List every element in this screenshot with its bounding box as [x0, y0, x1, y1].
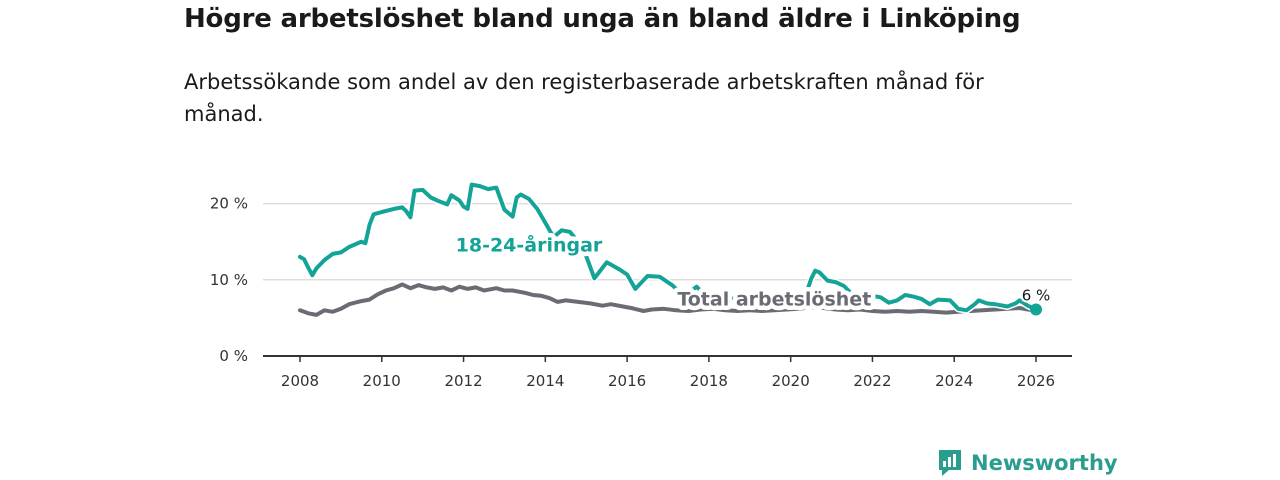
chart-subtitle: Arbetssökande som andel av den registerb…: [184, 70, 984, 126]
x-tick-label: 2026: [1017, 372, 1055, 390]
series-line-youth: [298, 182, 1038, 313]
x-tick-label: 2016: [608, 372, 646, 390]
bar-chart-speech-icon: [939, 450, 961, 476]
series-end-point: [1030, 303, 1042, 316]
series-label-youth: 18-24-åringar: [456, 233, 603, 257]
axis-layer: 0 % 10 % 20 % 2008 2010 2012 2014 2016 2018 2020 2…: [210, 195, 1072, 390]
label-layer: 6 % 18-24-åringar Total arbetslöshet: [451, 228, 1052, 315]
y-tick-label: 20 %: [210, 195, 248, 213]
x-tick-label: 2018: [690, 372, 728, 390]
brand-logo[interactable]: Newsworthy: [937, 448, 1118, 478]
x-tick-label: 2014: [526, 372, 564, 390]
x-tick-label: 2012: [444, 372, 482, 390]
brand-name: Newsworthy: [971, 451, 1118, 475]
y-tick-label: 10 %: [210, 271, 248, 289]
grid-layer: [263, 202, 1072, 281]
end-value-label: 6 %: [1022, 287, 1051, 305]
series-label-total: Total arbetslöshet: [677, 289, 871, 311]
chart-title: Högre arbetslöshet bland unga än bland ä…: [184, 4, 1021, 34]
series-layer: [298, 181, 1042, 317]
x-tick-label: 2008: [281, 372, 319, 390]
series-line-total: [298, 282, 1038, 317]
x-tick-label: 2020: [772, 372, 810, 390]
x-tick-label: 2024: [935, 372, 973, 390]
x-tick-label: 2022: [853, 372, 891, 390]
x-tick-label: 2010: [363, 372, 401, 390]
y-tick-label: 0 %: [219, 347, 248, 365]
